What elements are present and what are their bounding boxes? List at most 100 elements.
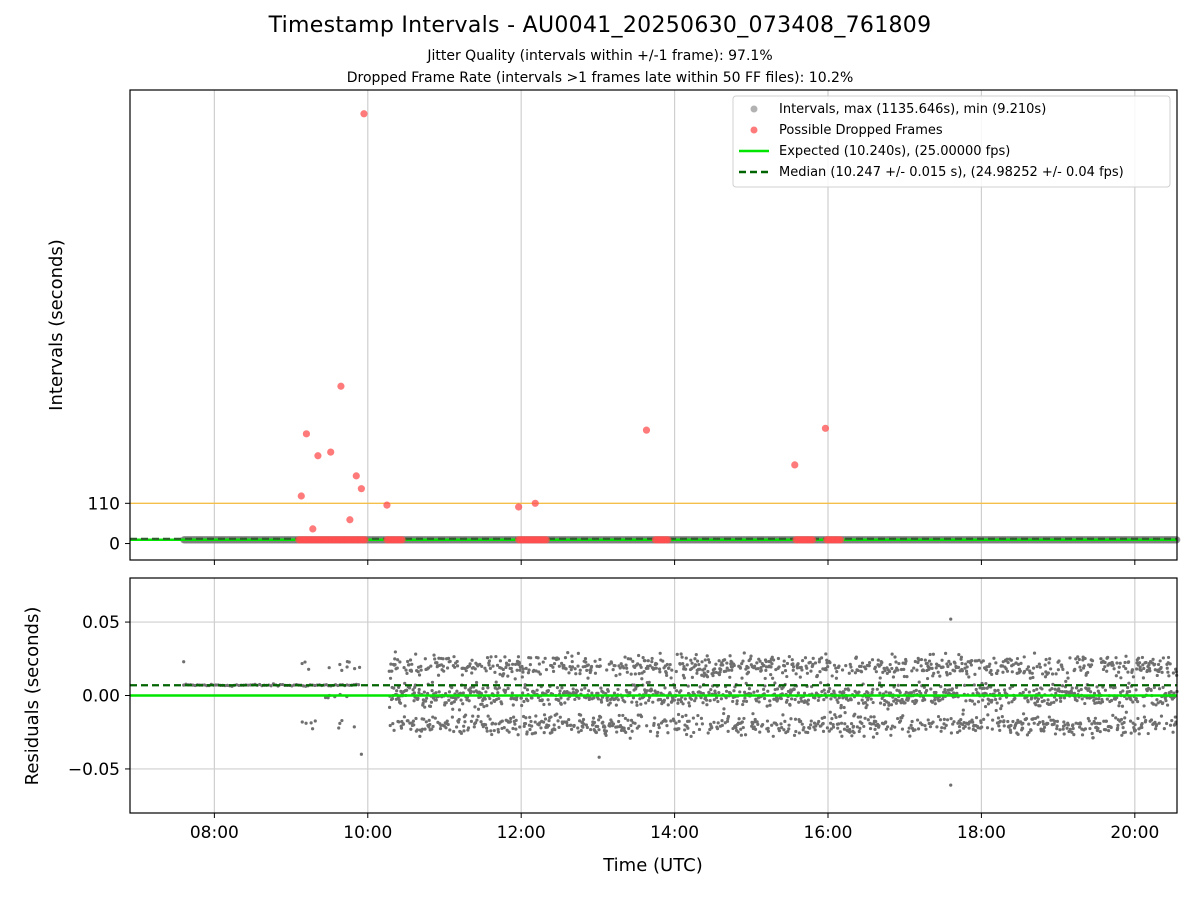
residual-point <box>1063 723 1067 727</box>
residual-point <box>911 699 915 703</box>
residual-point <box>484 690 488 694</box>
residual-point <box>1097 697 1101 701</box>
residual-point <box>960 661 964 666</box>
residual-point <box>1161 656 1165 660</box>
residual-point <box>684 656 688 660</box>
residual-point <box>982 717 986 721</box>
residual-point <box>919 664 923 668</box>
residual-point <box>689 697 694 701</box>
residual-point <box>899 667 904 672</box>
residual-point <box>641 656 645 660</box>
residual-point <box>771 734 775 738</box>
residual-point <box>415 728 419 732</box>
residual-point <box>516 733 520 737</box>
residual-point <box>947 659 951 663</box>
residual-point <box>578 668 582 672</box>
residual-point <box>992 656 996 660</box>
residual-point <box>390 696 395 701</box>
residual-point <box>945 673 949 677</box>
residual-point <box>905 675 909 679</box>
residual-point <box>786 729 790 733</box>
residual-point <box>1062 720 1066 724</box>
residual-point <box>520 703 524 708</box>
residual-point <box>1024 717 1029 721</box>
residual-point <box>983 705 988 709</box>
residual-point <box>967 675 971 679</box>
residual-point <box>1060 665 1064 669</box>
residual-point <box>552 662 557 666</box>
residual-point <box>460 673 464 677</box>
residual-point <box>446 656 451 661</box>
residual-point <box>746 666 750 670</box>
residual-point <box>491 721 495 725</box>
residual-point <box>1036 697 1040 701</box>
residual-point <box>507 730 511 734</box>
residual-point <box>1123 730 1127 734</box>
residual-point <box>1096 726 1100 731</box>
residual-point <box>542 731 546 735</box>
residual-point <box>472 725 476 729</box>
residual-point <box>900 727 905 731</box>
residual-point <box>819 656 824 660</box>
residual-point <box>836 700 840 704</box>
residual-point <box>672 698 676 702</box>
residual-point <box>686 726 690 730</box>
residual-point <box>327 666 331 670</box>
residual-point <box>1065 726 1069 730</box>
residual-point <box>414 716 418 721</box>
residual-point <box>752 690 756 694</box>
residual-point <box>682 676 686 680</box>
residual-point <box>959 718 963 722</box>
residual-point <box>1156 662 1161 667</box>
residual-point <box>923 698 927 702</box>
residual-point <box>664 671 668 675</box>
residual-point <box>724 689 729 693</box>
residual-point <box>1016 662 1021 666</box>
residual-point <box>808 660 812 664</box>
residual-point <box>1078 725 1082 729</box>
residual-point <box>409 669 414 673</box>
residual-point <box>430 680 435 684</box>
residual-point <box>431 724 435 729</box>
residual-point <box>896 683 900 687</box>
residual-point <box>486 714 490 718</box>
residual-point <box>432 653 436 657</box>
residual-point <box>411 688 415 692</box>
residual-point <box>766 726 770 730</box>
residual-point <box>421 701 425 706</box>
residual-point <box>423 705 427 709</box>
residual-point <box>338 721 342 725</box>
residual-point <box>755 661 759 665</box>
residual-point <box>955 730 960 735</box>
residual-point <box>1055 719 1060 723</box>
residual-point <box>487 663 491 667</box>
residual-point <box>897 661 901 666</box>
residual-point <box>939 729 943 733</box>
residual-point <box>1088 690 1093 694</box>
residual-point <box>1152 685 1156 690</box>
residual-point <box>486 686 490 690</box>
residual-point <box>529 719 533 724</box>
residual-point <box>1078 665 1082 669</box>
residual-point <box>577 730 581 734</box>
residual-point <box>919 657 924 662</box>
residual-point <box>473 667 477 671</box>
residual-point <box>1038 720 1042 725</box>
residual-point <box>1002 688 1007 692</box>
residual-point <box>1069 691 1074 695</box>
residual-point <box>651 700 655 704</box>
residual-point <box>744 699 749 703</box>
residual-point <box>1027 690 1031 694</box>
residual-point <box>1034 703 1038 707</box>
residual-point <box>800 722 804 726</box>
residual-point <box>451 707 455 711</box>
residual-point <box>735 702 739 706</box>
residual-point <box>1051 682 1055 686</box>
residual-point <box>679 689 683 693</box>
residual-point <box>977 666 982 670</box>
residual-point <box>1037 691 1041 695</box>
residual-point <box>416 670 420 674</box>
residual-point <box>1031 675 1035 680</box>
residual-point <box>665 662 669 667</box>
residual-point <box>686 684 690 688</box>
